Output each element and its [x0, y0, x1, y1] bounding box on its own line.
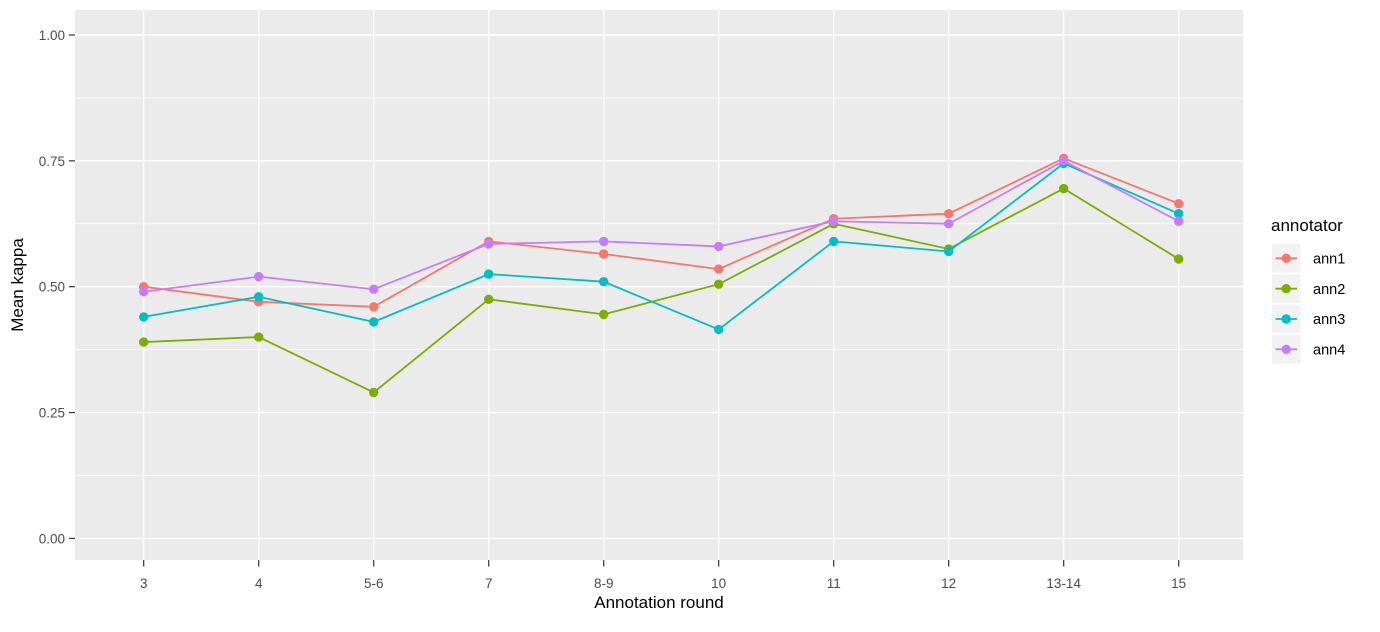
- x-tick-label: 7: [485, 576, 493, 591]
- data-point-ann3: [829, 236, 839, 247]
- legend-title: annotator: [1271, 216, 1343, 235]
- data-point-ann3: [139, 312, 149, 322]
- legend-label-ann2: ann2: [1313, 282, 1345, 298]
- data-point-ann1: [944, 209, 954, 219]
- panel-background: [75, 10, 1244, 560]
- x-tick-label: 4: [255, 576, 263, 591]
- series-line-ann3: [143, 162, 1180, 331]
- y-tick-label: 0.25: [39, 406, 65, 421]
- data-point-ann2: [484, 294, 494, 304]
- legend: ann1 ann2 ann3 ann4: [1272, 244, 1345, 364]
- data-point-ann3: [484, 269, 494, 279]
- data-point-ann1: [369, 302, 379, 312]
- legend-label-ann3: ann3: [1313, 312, 1345, 328]
- data-point-ann2: [599, 309, 609, 320]
- data-point-ann4: [714, 241, 724, 252]
- data-point-ann3: [714, 324, 724, 335]
- data-point-ann2: [1059, 183, 1069, 194]
- data-point-ann4: [829, 216, 839, 226]
- series-layer: [139, 153, 1184, 398]
- legend-key-point-ann1: [1281, 253, 1291, 263]
- series-line-ann1: [143, 157, 1180, 308]
- data-point-ann4: [1174, 216, 1184, 226]
- y-tick-label: 1.00: [39, 28, 65, 43]
- data-point-ann2: [714, 279, 724, 289]
- x-axis-title: Annotation round: [594, 593, 724, 612]
- data-point-ann4: [1059, 156, 1069, 166]
- y-tick-label: 0.75: [39, 154, 65, 169]
- x-tick-label: 13-14: [1046, 576, 1081, 591]
- data-point-ann4: [254, 271, 264, 282]
- y-axis-title: Mean kappa: [8, 238, 27, 332]
- legend-key-point-ann4: [1281, 344, 1291, 354]
- data-point-ann4: [599, 236, 609, 247]
- data-point-ann2: [139, 337, 149, 347]
- y-tick-label: 0.00: [39, 531, 65, 546]
- legend-label-ann1: ann1: [1313, 252, 1345, 268]
- data-point-ann3: [1174, 209, 1184, 219]
- data-point-ann2: [254, 332, 264, 342]
- x-tick-label: 12: [941, 576, 956, 591]
- x-tick-label: 5-6: [364, 576, 384, 591]
- data-point-ann2: [1174, 254, 1184, 264]
- y-tick-label: 0.50: [39, 280, 65, 295]
- x-tick-label: 3: [140, 576, 148, 591]
- series-line-ann4: [143, 159, 1180, 293]
- data-point-ann4: [139, 287, 149, 297]
- x-tick-label: 10: [711, 576, 726, 591]
- data-point-ann3: [369, 317, 379, 327]
- data-point-ann1: [1174, 198, 1184, 209]
- series-line-ann2: [143, 187, 1180, 394]
- data-point-ann1: [714, 264, 724, 274]
- data-point-ann3: [599, 276, 609, 287]
- data-point-ann4: [369, 284, 379, 294]
- legend-key-point-ann3: [1281, 314, 1291, 324]
- data-point-ann3: [254, 292, 264, 302]
- legend-key-point-ann2: [1281, 284, 1291, 294]
- axes-layer: 3 4 5-6 7 8-9 10 11 12 13-14 15 0.00 0.25 0.50 0.75 1.…: [39, 28, 1186, 591]
- data-point-ann1: [599, 249, 609, 259]
- x-tick-label: 11: [827, 576, 841, 591]
- x-tick-label: 15: [1171, 576, 1186, 591]
- data-point-ann3: [944, 246, 954, 257]
- data-point-ann4: [484, 239, 494, 249]
- data-point-ann2: [369, 387, 379, 398]
- x-tick-label: 8-9: [594, 576, 614, 591]
- data-point-ann4: [944, 219, 954, 229]
- legend-label-ann4: ann4: [1313, 343, 1345, 359]
- plot-panel: [75, 10, 1244, 560]
